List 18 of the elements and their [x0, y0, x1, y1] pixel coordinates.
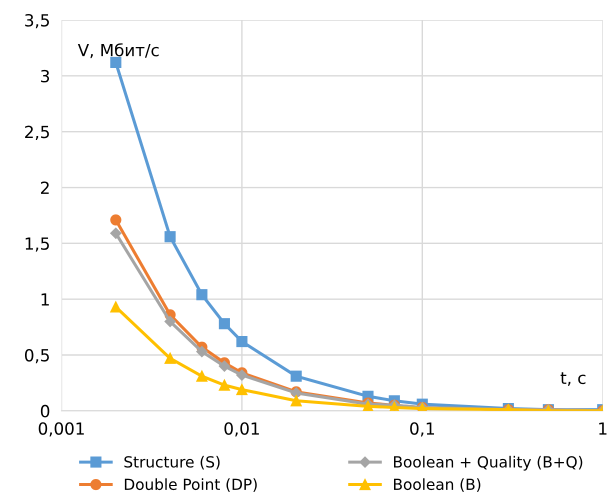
legend-label: Boolean + Quality (B+Q) [394, 456, 582, 471]
legend-label: Structure (S) [124, 456, 220, 470]
y-tick-label: 2,5 [25, 126, 49, 140]
y-tick-label: 0 [40, 404, 50, 418]
legend-label: Double Point (DP) [124, 478, 257, 492]
x-tick-label: 0,01 [224, 422, 259, 437]
x-tick-label: 0,001 [38, 422, 84, 437]
y-tick-label: 1,5 [26, 238, 49, 252]
y-tick-label: 3 [41, 70, 50, 82]
y-tick-label: 2 [41, 181, 49, 194]
y-tick-label: 3,5 [25, 14, 49, 28]
legend-label: Boolean (B) [394, 478, 480, 492]
y-tick-label: 0,5 [24, 348, 49, 364]
y-tick-label: 1 [42, 293, 49, 306]
x-tick-label: 1 [599, 422, 606, 435]
x-tick-label: 0,1 [410, 422, 434, 437]
y-axis-title: V, Мбит/с [78, 43, 159, 58]
x-axis-title: t, с [560, 372, 586, 386]
